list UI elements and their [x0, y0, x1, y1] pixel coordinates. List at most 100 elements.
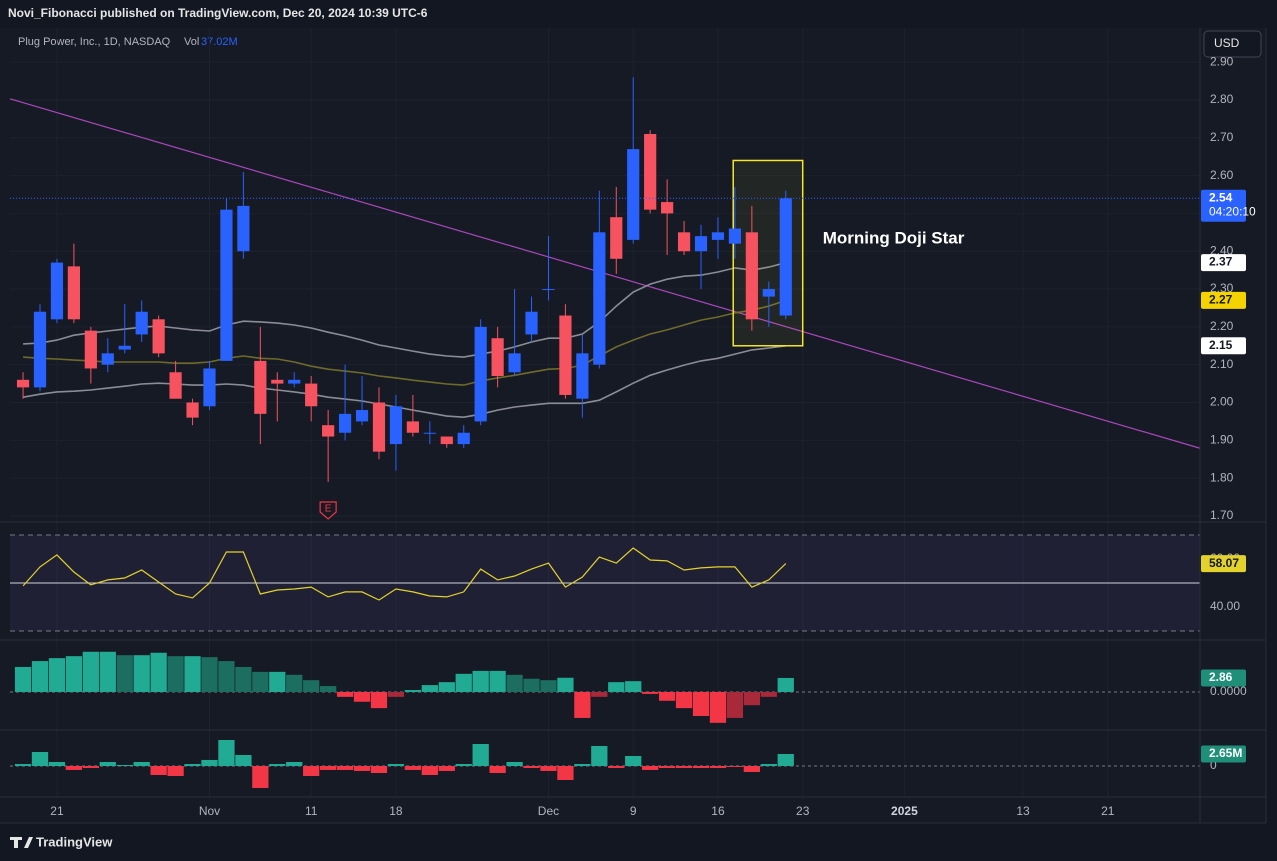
y-tick-label: 2.00	[1210, 395, 1234, 409]
price-badge-label: 2.15	[1209, 338, 1233, 352]
earnings-label: E	[325, 504, 332, 515]
histogram-bar	[760, 763, 777, 766]
histogram-bar	[726, 765, 744, 767]
candle-body	[254, 360, 267, 414]
histogram-bar	[777, 753, 794, 766]
histogram-bar	[65, 765, 83, 770]
candle-body	[203, 368, 216, 407]
histogram-bar	[506, 762, 523, 766]
candle-body	[186, 402, 199, 418]
x-tick-label: 9	[630, 804, 637, 818]
histogram-bar	[14, 666, 32, 692]
histogram-bar	[252, 765, 269, 788]
histogram-bar	[82, 651, 99, 692]
x-tick-label: 21	[50, 804, 64, 818]
histogram-bar	[709, 765, 727, 768]
histogram-bar	[235, 754, 252, 766]
logo-mark	[10, 837, 33, 848]
price-badge-label: 2.27	[1209, 293, 1233, 307]
histogram-bar	[387, 691, 405, 697]
histogram-bar	[286, 762, 303, 766]
candle-body	[118, 345, 131, 350]
footer-logo: TradingView	[10, 834, 113, 849]
histogram-bar	[150, 652, 167, 692]
price-badge-label: 58.07	[1209, 556, 1239, 570]
histogram-bar	[658, 691, 676, 701]
rsi-line	[22, 547, 787, 601]
price-badge	[1201, 337, 1246, 355]
histogram-bar	[116, 764, 133, 766]
histogram-bar	[31, 661, 49, 692]
histogram-bar	[387, 763, 405, 766]
pane-borders	[0, 28, 1267, 824]
candle-body	[322, 425, 335, 437]
histogram-bar	[438, 682, 455, 692]
histogram-bar	[625, 755, 642, 766]
x-tick-label: 18	[389, 804, 403, 818]
indicator-line	[23, 261, 787, 358]
x-tick-label: 11	[305, 804, 318, 818]
histogram-bar	[218, 661, 235, 692]
candle-body	[728, 228, 742, 244]
histogram-bar	[692, 691, 710, 716]
y-tick-label: 0	[1210, 758, 1217, 772]
y-tick-label: 2.40	[1210, 243, 1234, 257]
histogram-bar	[540, 765, 557, 771]
candle-body	[67, 266, 80, 320]
histogram-bar	[48, 658, 66, 692]
x-tick-label: 16	[711, 804, 725, 818]
candle-body	[542, 289, 555, 291]
histogram-bar	[167, 656, 184, 692]
candle-body	[745, 232, 758, 320]
histogram-bar	[658, 765, 676, 768]
marks: Morning Doji Star E	[9, 77, 1201, 788]
histogram-bar	[184, 656, 201, 692]
candle-body	[101, 353, 114, 365]
footer-brand: TradingView	[36, 834, 113, 849]
candle-body	[220, 209, 233, 361]
x-tick-label: Nov	[199, 804, 220, 818]
histogram-bar	[303, 680, 320, 692]
y-tick-label: 2.10	[1210, 357, 1234, 371]
y-tick-label: 1.80	[1210, 470, 1234, 484]
candle-body	[16, 379, 30, 388]
indicator-line	[22, 345, 786, 419]
candle-body	[372, 402, 386, 452]
histogram-bar	[692, 765, 710, 768]
candle-body	[305, 383, 318, 407]
y-tick-label: 2.60	[1210, 168, 1234, 182]
histogram-bar	[116, 655, 133, 692]
candle-body	[508, 353, 521, 373]
currency-label[interactable]: USD	[1214, 36, 1240, 50]
histogram-bar	[726, 691, 744, 718]
candle-body	[779, 198, 792, 316]
candle-body	[627, 149, 640, 240]
histogram-bar	[286, 674, 303, 692]
currency-button-box[interactable]	[1203, 30, 1262, 58]
histogram-bar	[642, 765, 659, 770]
price-badge-label: 2.37	[1209, 255, 1233, 269]
histogram-bar	[99, 762, 116, 766]
legend-vol-label: Vol	[184, 36, 199, 48]
currency-button[interactable]: USD	[1203, 30, 1262, 58]
candle-body	[271, 379, 284, 384]
axes: 21 Nov 11 18 Dec 9 16 23 2025 13 21 1.70 1.80 1.90 2.0…	[50, 54, 1256, 818]
legend-symbol: Plug Power, Inc., 1D, NASDAQ	[18, 36, 171, 48]
publisher-line: Novi_Fibonacci published on TradingView.…	[8, 6, 428, 20]
candle-body	[559, 315, 572, 395]
histogram-bar	[489, 765, 506, 774]
price-badge-label: 2.65M	[1209, 746, 1242, 760]
indicator-line	[23, 299, 787, 386]
candle-body	[169, 372, 182, 399]
y-tick-label: 40.00	[1210, 599, 1240, 613]
histogram-bar	[150, 765, 167, 775]
histogram-bar	[269, 763, 286, 766]
histogram-bar	[269, 671, 286, 692]
histogram-bar	[608, 682, 625, 692]
histogram-bar	[777, 677, 794, 692]
candle-body	[406, 421, 419, 433]
histogram-bar	[760, 691, 777, 697]
histogram-bar	[320, 686, 337, 692]
histogram-bar	[523, 765, 540, 768]
candle-body	[50, 262, 64, 320]
